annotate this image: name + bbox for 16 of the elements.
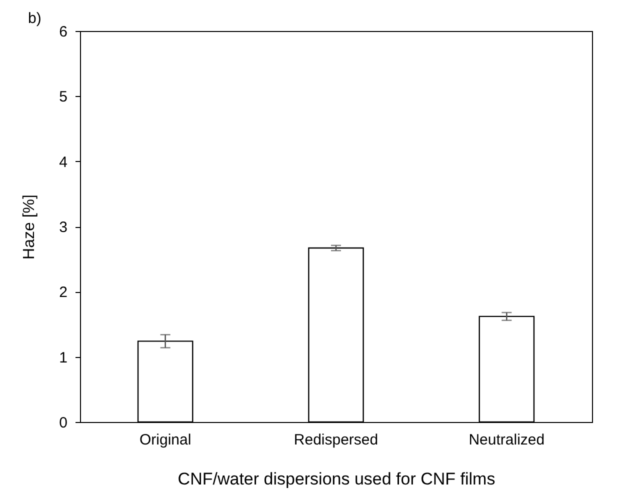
- y-tick-label: 2: [59, 284, 68, 302]
- bar: [478, 316, 535, 423]
- y-tick-label: 3: [59, 219, 68, 236]
- x-tick-label: Original: [139, 432, 192, 448]
- y-tick-label: 0: [59, 414, 68, 432]
- bar: [137, 340, 194, 423]
- bar: [308, 247, 364, 423]
- y-tick-label: 5: [59, 88, 68, 106]
- y-tick-label: 4: [59, 154, 68, 171]
- x-tick-label: Redispersed: [294, 432, 378, 448]
- y-tick-label: 6: [59, 24, 68, 40]
- text: b): [28, 10, 42, 27]
- x-axis-title: CNF/water dispersions used for CNF films: [178, 470, 496, 488]
- y-axis-title: Haze [%]: [21, 194, 38, 260]
- y-tick-label: 1: [59, 349, 68, 366]
- x-tick-label: Neutralized: [468, 432, 545, 448]
